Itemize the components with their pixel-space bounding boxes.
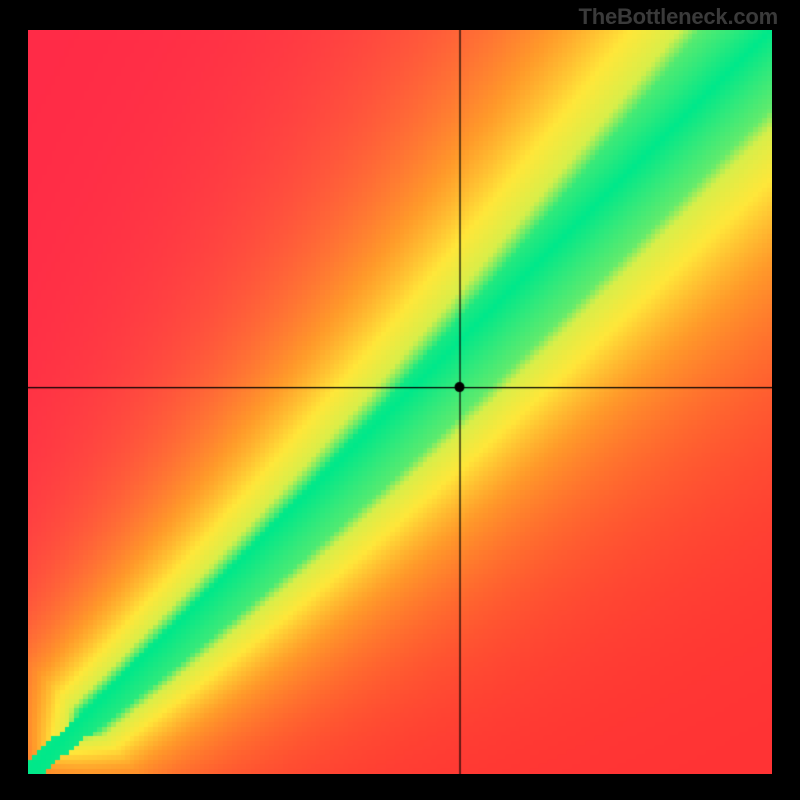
watermark-text: TheBottleneck.com (578, 4, 778, 30)
chart-container: TheBottleneck.com (0, 0, 800, 800)
bottleneck-heatmap (28, 30, 772, 774)
